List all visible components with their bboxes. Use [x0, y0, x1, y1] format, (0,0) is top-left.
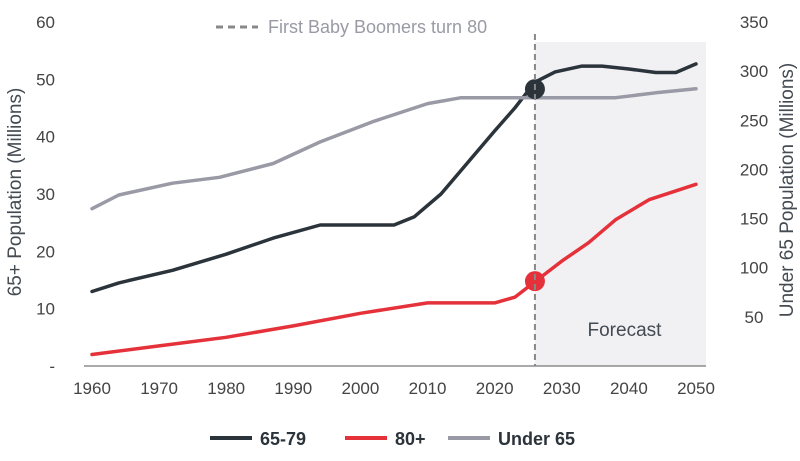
x-tick-label: 1990: [274, 379, 312, 398]
x-tick-label: 2040: [610, 379, 648, 398]
y-left-tick-label: 10: [36, 300, 55, 319]
y-left-axis-title: 65+ Population (Millions): [5, 88, 26, 297]
y-right-tick-label: 250: [740, 111, 768, 130]
forecast-label: Forecast: [588, 320, 663, 341]
y-left-tick-label: -: [49, 357, 55, 376]
reference-line-label: First Baby Boomers turn 80: [268, 17, 487, 37]
y-right-tick-label: 150: [740, 210, 768, 229]
x-tick-label: 1960: [73, 379, 111, 398]
y-left-tick-label: 50: [36, 70, 55, 89]
legend-label-80-: 80+: [395, 429, 426, 449]
y-right-tick-label: 350: [740, 13, 768, 32]
x-tick-label: 2020: [476, 379, 514, 398]
y-right-tick-label: 50: [745, 308, 764, 327]
x-tick-label: 2050: [677, 379, 715, 398]
y-right-tick-label: 100: [740, 259, 768, 278]
y-left-tick-label: 60: [36, 13, 55, 32]
y-right-tick-label: 200: [740, 160, 768, 179]
x-tick-label: 2000: [342, 379, 380, 398]
series-line-65-79: [90, 62, 698, 294]
x-tick-label: 1970: [140, 379, 178, 398]
marker-80-: [524, 271, 545, 292]
legend-label-65-79: 65-79: [260, 429, 306, 449]
y-left-tick-label: 30: [36, 185, 55, 204]
series-line-under-65: [90, 87, 698, 211]
x-tick-label: 2030: [543, 379, 581, 398]
y-left-tick-label: 40: [36, 128, 55, 147]
y-left-tick-label: 20: [36, 242, 55, 261]
x-tick-label: 2010: [409, 379, 447, 398]
legend-label-under-65: Under 65: [498, 429, 575, 449]
x-tick-label: 1980: [207, 379, 245, 398]
y-right-axis-title: Under 65 Population (Millions): [777, 63, 798, 318]
series-line-80-: [90, 182, 698, 357]
y-right-tick-label: 300: [740, 62, 768, 81]
